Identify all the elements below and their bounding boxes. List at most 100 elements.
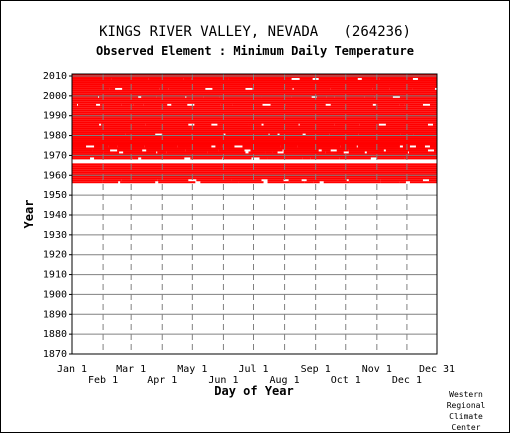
data-row-segment: [408, 151, 437, 154]
data-row-segment: [259, 157, 268, 160]
data-row-segment: [433, 149, 437, 152]
data-row-segment: [357, 145, 400, 148]
data-row-segment: [123, 151, 157, 154]
data-row-segment: [272, 151, 278, 154]
chart-title: KINGS RIVER VALLEY, NEVADA (264236): [99, 24, 411, 40]
data-row-segment: [299, 77, 313, 80]
data-row-segment: [120, 181, 156, 184]
credit-line: Western: [449, 390, 483, 399]
data-row-segment: [412, 87, 435, 90]
data-row-segment: [72, 77, 112, 80]
data-row-segment: [283, 151, 326, 154]
data-row-segment: [372, 87, 390, 90]
data-row: [72, 109, 437, 112]
data-row-segment: [72, 123, 100, 126]
y-tick-label: 1970: [43, 150, 67, 161]
data-row-segment: [348, 179, 381, 182]
data-row-segment: [100, 103, 122, 106]
grid-lines: [72, 74, 437, 354]
data-row-segment: [263, 123, 299, 126]
data-row: [72, 141, 437, 144]
x-tick-label: Aug 1: [270, 375, 300, 386]
x-tick-label: Feb 1: [88, 375, 118, 386]
data-row: [72, 121, 437, 124]
data-row-segment: [203, 95, 220, 98]
data-row-segment: [348, 151, 365, 154]
data-row-segment: [222, 145, 235, 148]
x-tick-labels: Jan 1 Mar 1 May 1 Jul 1 Sep 1 Nov 1 Dec 31 Feb …: [57, 364, 455, 386]
data-row-segment: [108, 145, 118, 148]
data-row-segment: [72, 133, 103, 136]
data-row-segment: [191, 77, 229, 80]
data-row-segment: [121, 179, 158, 182]
data-row-segment: [144, 145, 178, 148]
data-row-segment: [313, 181, 320, 184]
data-row-segment: [111, 77, 149, 80]
data-row-segment: [141, 95, 157, 98]
data-row-segment: [156, 95, 186, 98]
data-row: [72, 173, 437, 176]
data-row-segment: [141, 157, 185, 160]
data-row-segment: [102, 181, 119, 184]
x-axis-label: Day of Year: [214, 384, 293, 398]
data-row-segment: [212, 87, 246, 90]
data-row-segment: [92, 149, 111, 152]
x-tick-label: Mar 1: [116, 364, 146, 375]
data-row-segment: [326, 95, 335, 98]
data-row-segment: [217, 123, 249, 126]
data-row-segment: [267, 179, 284, 182]
data-row: [72, 167, 437, 170]
y-tick-label: 1980: [43, 131, 67, 142]
data-row-segment: [200, 181, 239, 184]
data-row-segment: [185, 149, 219, 152]
data-row-segment: [270, 103, 286, 106]
data-row-segment: [248, 123, 262, 126]
data-row-segment: [336, 149, 349, 152]
data-row: [72, 75, 437, 78]
data-row-segment: [299, 123, 335, 126]
data-row-segment: [207, 151, 246, 154]
data-row-segment: [72, 157, 91, 160]
data-row-segment: [168, 87, 206, 90]
data-row-segment: [72, 145, 87, 148]
data-row-segment: [288, 179, 302, 182]
data-row-segment: [72, 95, 99, 98]
y-tick-label: 1870: [43, 349, 67, 360]
data-row: [72, 155, 437, 158]
data-row-segment: [429, 145, 437, 148]
data-row-segment: [323, 181, 350, 184]
x-tick-label: Sep 1: [301, 364, 331, 375]
x-tick-label: Jul 1: [238, 364, 268, 375]
data-row: [72, 115, 437, 118]
data-row-segment: [72, 181, 103, 184]
data-row-segment: [94, 145, 109, 148]
data-row-segment: [285, 103, 326, 106]
data-row: [72, 147, 437, 150]
data-row: [72, 107, 437, 110]
data-row: [72, 163, 437, 166]
credit-line: Center: [451, 423, 481, 432]
data-row-segment: [117, 149, 143, 152]
x-tick-label: Dec 1: [392, 375, 422, 386]
y-tick-label: 1890: [43, 309, 67, 320]
x-tick-label: Oct 1: [331, 375, 361, 386]
data-row-segment: [194, 103, 221, 106]
data-row-segment: [218, 149, 245, 152]
data-row-segment: [132, 157, 139, 160]
data-row-segment: [143, 103, 168, 106]
data-row-segment: [191, 133, 224, 136]
x-tick-label: Dec 31: [419, 364, 455, 375]
data-row: [72, 93, 437, 96]
data-row: [72, 105, 437, 108]
data-row-segment: [413, 133, 437, 136]
data-row-segment: [228, 77, 248, 80]
data-row-segment: [158, 181, 196, 184]
data-row-segment: [399, 95, 437, 98]
data-row: [72, 137, 437, 140]
data-row: [72, 81, 437, 84]
data-row: [72, 85, 437, 88]
data-row: [72, 99, 437, 102]
data-row-segment: [231, 179, 262, 182]
data-row-segment: [283, 149, 319, 152]
